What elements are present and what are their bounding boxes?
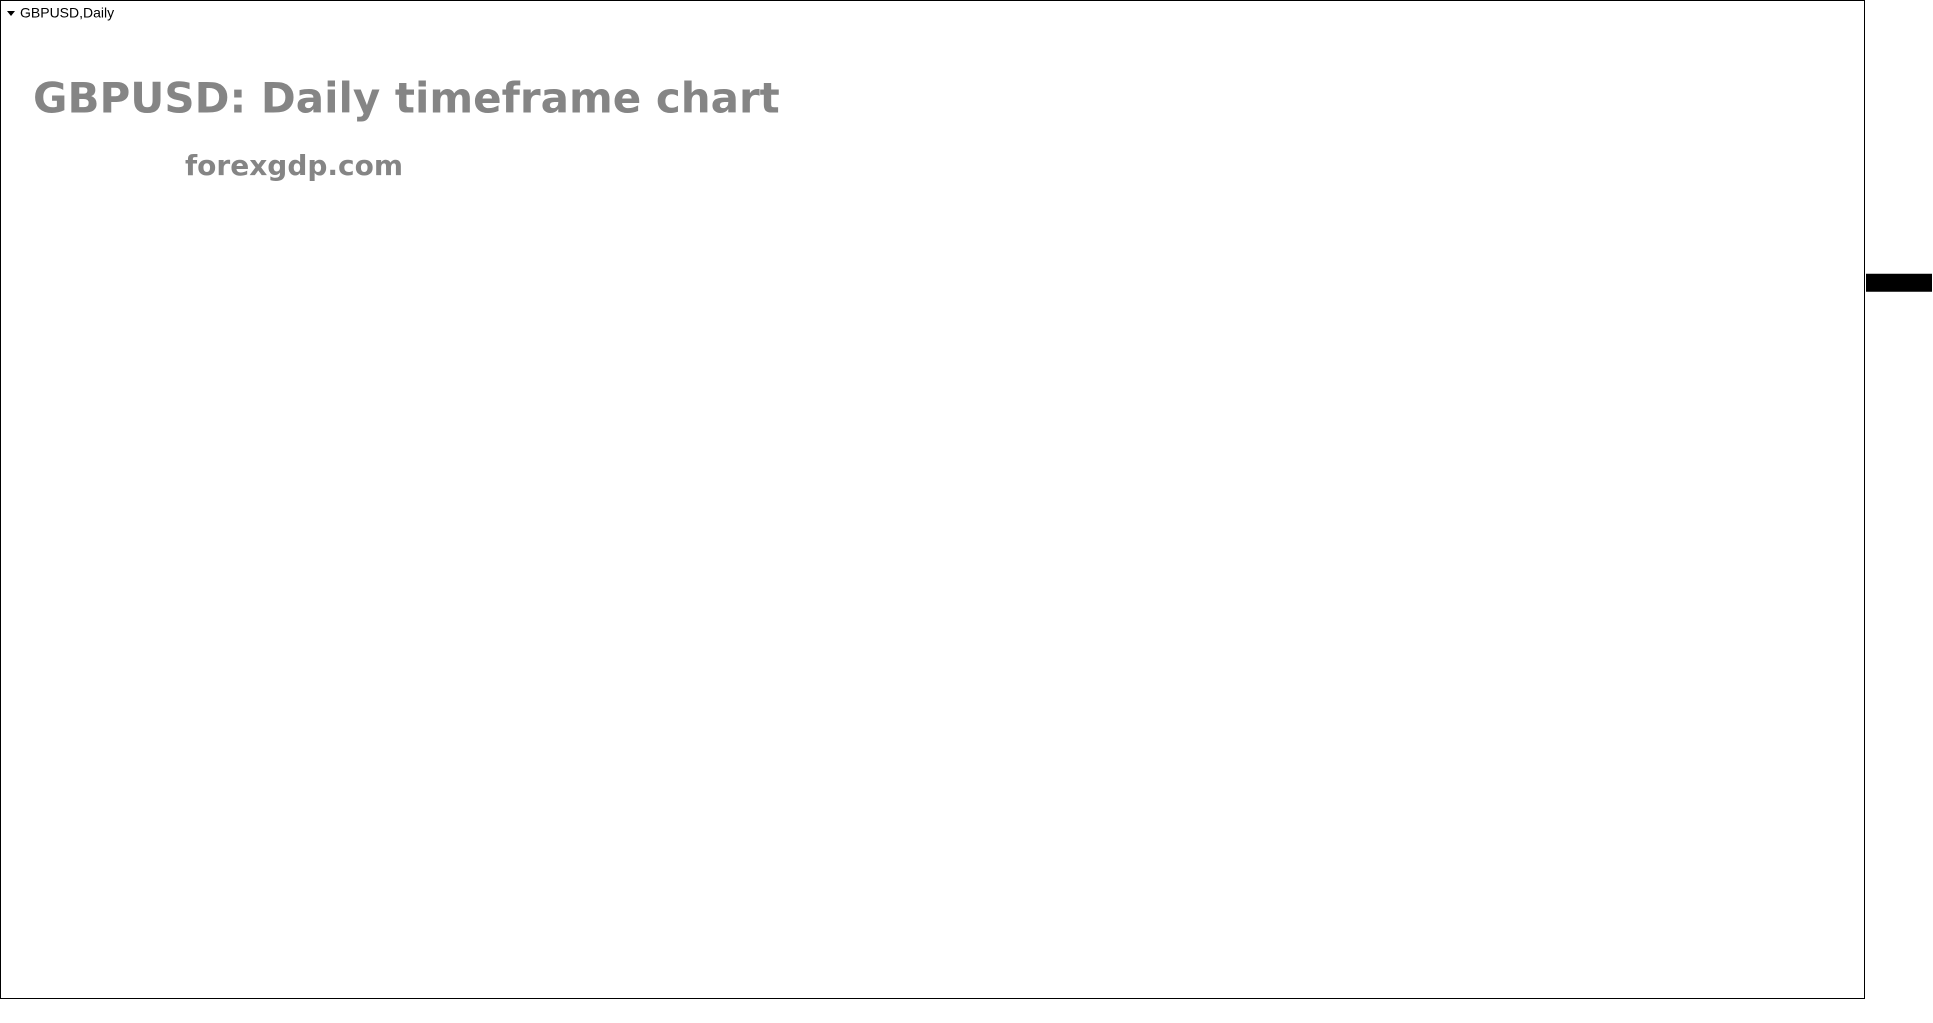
text-layer: GBPUSD,Daily GBPUSD: Daily timeframe cha…: [7, 5, 1932, 292]
chart-title: GBPUSD: Daily timeframe chart: [33, 74, 780, 123]
chart-subtitle: forexgdp.com: [185, 149, 403, 182]
symbol: GBPUSD,Daily: [20, 5, 114, 21]
symbol-marker: [7, 11, 15, 16]
plot-frame: [0, 0, 1865, 999]
last-price-box: [1866, 273, 1932, 292]
